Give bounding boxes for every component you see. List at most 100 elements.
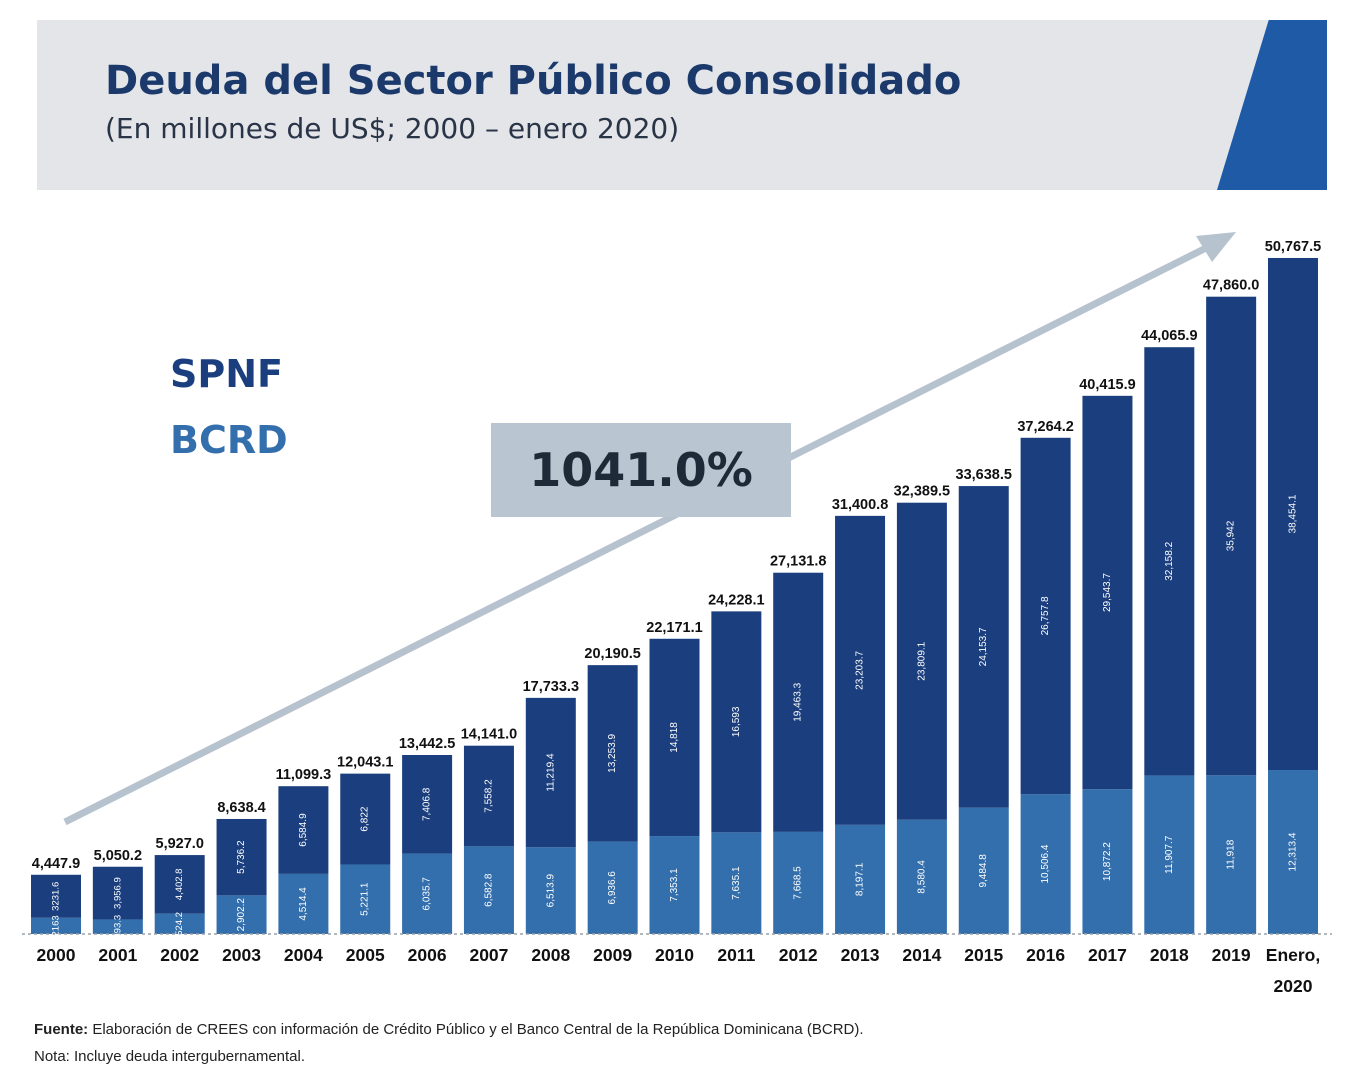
bar-segment-spnf [1020, 437, 1071, 795]
bar-segment-spnf [896, 502, 947, 820]
segment-label-spnf: 7,558.2 [483, 779, 494, 813]
segment-label-bcrd: 12,313.4 [1288, 832, 1299, 871]
bar-segment-bcrd [1206, 775, 1257, 934]
x-tick-label: Enero, 2020 [1266, 945, 1320, 996]
bar-segment-bcrd [1144, 775, 1195, 934]
segment-label-bcrd: 11,918 [1226, 839, 1237, 869]
total-label: 37,264.2 [1017, 419, 1073, 435]
segment-label-spnf: 23,809.1 [916, 641, 927, 680]
total-label: 5,927.0 [156, 836, 204, 852]
segment-label-spnf: 11,219.4 [545, 753, 556, 792]
total-label: 14,141.0 [461, 727, 517, 743]
bar-segment-bcrd [463, 846, 514, 934]
bar-segment-bcrd [340, 864, 391, 934]
x-tick-label: 2014 [902, 945, 941, 965]
segment-label-bcrd: 6,936.6 [607, 871, 618, 905]
x-tick-label: 2010 [655, 945, 694, 965]
segment-label-bcrd: 7,668.5 [793, 866, 804, 900]
x-tick-label: 2008 [531, 945, 570, 965]
total-label: 11,099.3 [276, 767, 332, 783]
footnote: Nota: Incluye deuda intergubernamental. [34, 1048, 306, 1065]
bar-segment-spnf [773, 572, 824, 832]
bar-segment-spnf [278, 786, 329, 874]
total-label: 20,190.5 [584, 646, 640, 662]
bar-segment-spnf [525, 697, 576, 848]
bar-segment-bcrd [896, 819, 947, 934]
chart-subtitle: (En millones de US$; 2000 – enero 2020) [105, 112, 680, 145]
total-label: 24,228.1 [708, 592, 764, 608]
segment-label-spnf: 19,463.3 [793, 682, 804, 721]
legend-bcrd: BCRD [170, 418, 288, 462]
total-label: 5,050.2 [94, 848, 142, 864]
bar-segment-bcrd [525, 847, 576, 934]
bar-segment-bcrd [835, 824, 886, 934]
segment-label-spnf: 29,543.7 [1102, 573, 1113, 612]
total-label: 17,733.3 [523, 679, 579, 695]
segment-label-spnf: 6,584.9 [298, 813, 309, 847]
x-tick-label: 2000 [37, 945, 76, 965]
total-label: 44,065.9 [1141, 328, 1197, 344]
bar-segment-spnf [649, 638, 700, 837]
bar-segment-bcrd [958, 807, 1009, 934]
segment-label-spnf: 23,203.7 [855, 650, 866, 689]
segment-label-bcrd: 5,221.1 [360, 882, 371, 916]
segment-label-spnf: 6,822 [360, 806, 371, 831]
bar-segment-spnf [31, 874, 81, 918]
bar-segment-bcrd [773, 831, 824, 934]
segment-label-spnf: 35,942 [1226, 520, 1237, 551]
segment-label-bcrd: 4,514.4 [298, 887, 309, 921]
bar-segment-spnf [835, 515, 886, 825]
segment-label-bcrd: 6,582.8 [483, 873, 494, 907]
segment-label-spnf: 7,406.8 [422, 787, 433, 821]
x-tick-label: 2003 [222, 945, 261, 965]
segment-label-bcrd: 6,513.9 [545, 874, 556, 908]
bar-segment-bcrd [1082, 789, 1133, 934]
bar-segment-bcrd [711, 832, 762, 934]
segment-label-spnf: 24,153.7 [978, 627, 989, 666]
total-label: 40,415.9 [1079, 377, 1135, 393]
segment-label-spnf: 38,454.1 [1288, 494, 1299, 533]
x-tick-label: 2016 [1026, 945, 1065, 965]
bar-segment-spnf [463, 745, 514, 847]
x-tick-label: 2001 [98, 945, 137, 965]
bar-segment-spnf [340, 773, 391, 865]
total-label: 8,638.4 [217, 800, 265, 816]
segment-label-bcrd: 524.2 [174, 912, 185, 936]
x-tick-label: 2018 [1150, 945, 1189, 965]
x-tick-label: 2009 [593, 945, 632, 965]
x-tick-label: 2007 [469, 945, 508, 965]
bar-segment-bcrd [154, 913, 205, 934]
x-tick-label: 2019 [1212, 945, 1251, 965]
bar-segment-bcrd [587, 841, 638, 934]
bar-segment-spnf [1206, 296, 1257, 776]
chart-title: Deuda del Sector Público Consolidado [105, 58, 962, 104]
x-tick-label: 2004 [284, 945, 323, 965]
segment-label-bcrd: 10,872.2 [1102, 842, 1113, 881]
bar-segment-spnf [1082, 395, 1133, 790]
segment-label-spnf: 3,956.9 [112, 877, 123, 909]
bars-layer [31, 257, 1318, 934]
bar-segment-spnf [958, 486, 1009, 808]
segment-label-spnf: 13,253.9 [607, 733, 618, 772]
total-label: 47,860.0 [1203, 278, 1259, 294]
bar-segment-bcrd [31, 917, 81, 934]
bar-segment-spnf [711, 611, 762, 833]
bar-segment-bcrd [1020, 794, 1071, 934]
total-label: 13,442.5 [399, 736, 455, 752]
x-tick-label: 2017 [1088, 945, 1127, 965]
source-note: Fuente: Elaboración de CREES con informa… [34, 1021, 864, 1038]
total-label: 31,400.8 [832, 497, 888, 513]
bar-segment-spnf [92, 866, 143, 920]
x-tick-label: 2006 [408, 945, 447, 965]
growth-arrow [63, 232, 1236, 826]
growth-arrow-shaft [63, 242, 1212, 826]
source-label: Fuente: [34, 1021, 89, 1038]
bar-segment-spnf [1144, 347, 1195, 776]
bar-segment-bcrd [216, 895, 267, 934]
segment-label-bcrd: 2,902.2 [236, 898, 247, 932]
segment-label-bcrd: 093.3 [112, 915, 123, 939]
labels-layer: 2163 3231.6 4,447.9 2000 093.3 3,956.9 5,050.2… [32, 239, 1321, 996]
legend-spnf: SPNF [170, 352, 283, 396]
bar-segment-spnf [216, 818, 267, 896]
growth-percentage: 1041.0% [529, 443, 753, 497]
